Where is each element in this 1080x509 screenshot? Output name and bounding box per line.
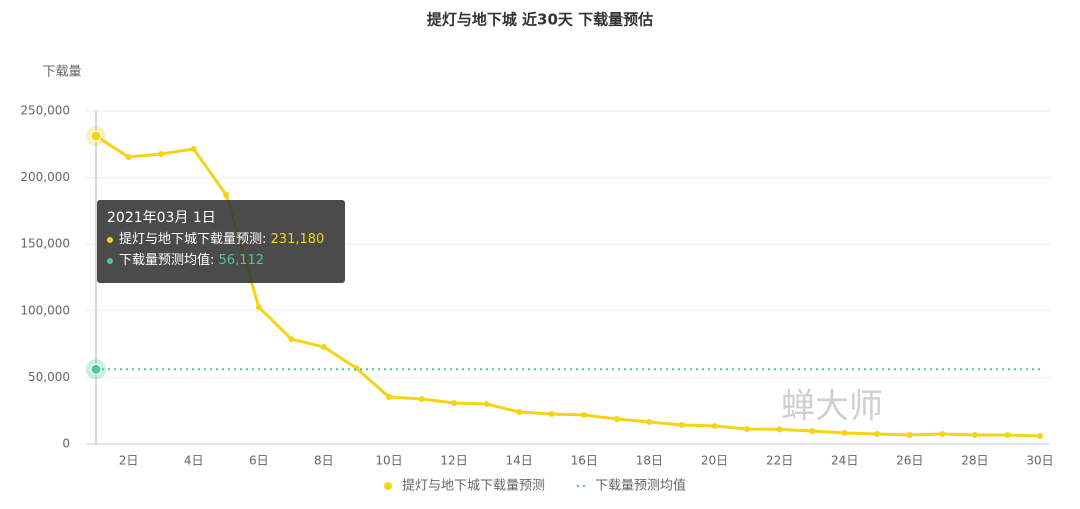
point (906, 431, 913, 438)
point (320, 344, 327, 351)
point (451, 399, 458, 406)
point (385, 393, 392, 400)
x-tick-label: 22日 (766, 454, 793, 468)
x-tick-label: 30日 (1026, 454, 1053, 468)
tooltip-row: 下载量预测均值56,112 (107, 250, 335, 271)
x-tick-label: 14日 (506, 454, 533, 468)
x-tick-label: 12日 (440, 454, 467, 468)
series-line (95, 134, 1041, 438)
y-tick-label: 250,000 (20, 104, 70, 118)
chart-title: 提灯与地下城 近30天 下载量预估 (427, 11, 653, 29)
y-tick-label: 200,000 (20, 170, 70, 184)
point (809, 427, 816, 434)
tooltip-series-name: 下载量预测均值 (119, 253, 219, 268)
point (255, 304, 262, 311)
point (711, 423, 718, 430)
x-tick-label: 6日 (249, 454, 269, 468)
x-tick-label: 20日 (701, 454, 728, 468)
y-tick-label: 100,000 (20, 303, 70, 317)
hover-point (90, 363, 102, 375)
tooltip-title: 2021年03月 1日 (107, 210, 216, 226)
x-tick-label: 8日 (314, 454, 334, 468)
point (678, 421, 685, 428)
point (288, 336, 295, 343)
point (971, 431, 978, 438)
point (646, 419, 653, 426)
y-axis-title: 下载量 (42, 65, 81, 80)
tooltip-value: 231,180 (270, 232, 325, 247)
point (223, 191, 230, 198)
point (516, 409, 523, 416)
x-tick-label: 4日 (184, 454, 204, 468)
point (776, 426, 783, 433)
point (581, 411, 588, 418)
point (1004, 431, 1011, 438)
y-tick-label: 150,000 (20, 237, 70, 251)
x-tick-label: 28日 (961, 454, 988, 468)
tooltip: 2021年03月 1日 提灯与地下城下载量预测231,180 下载量预测均值56… (97, 200, 345, 283)
point (841, 429, 848, 436)
point (1037, 433, 1043, 440)
x-tick-label: 26日 (896, 454, 923, 468)
point (418, 395, 425, 402)
tooltip-series-name: 提灯与地下城下载量预测 (119, 232, 271, 247)
point (158, 151, 165, 158)
tooltip-row: 提灯与地下城下载量预测231,180 (107, 229, 335, 250)
point (613, 415, 620, 422)
legend-item[interactable]: 提灯与地下城下载量预测 (384, 478, 545, 494)
legend-swatch (384, 482, 392, 490)
point (874, 431, 881, 438)
point (939, 431, 946, 438)
point (190, 145, 197, 152)
tooltip-value: 56,112 (218, 253, 265, 268)
x-tick-label: 2日 (119, 454, 139, 468)
hover-point (90, 130, 102, 142)
x-tick-label: 16日 (571, 454, 598, 468)
legend-label: 下载量预测均值 (595, 478, 686, 494)
x-tick-label: 24日 (831, 454, 858, 468)
x-tick-label: 10日 (375, 454, 402, 468)
legend-item[interactable]: 下载量预测均值 (577, 478, 686, 494)
legend-label: 提灯与地下城下载量预测 (402, 478, 545, 494)
point (548, 411, 555, 418)
watermark: 蝉大师 (781, 387, 883, 427)
x-tick-label: 18日 (636, 454, 663, 468)
point (483, 401, 490, 408)
point (125, 153, 132, 160)
y-tick-label: 0 (62, 437, 70, 451)
point (744, 425, 751, 432)
y-tick-label: 50,000 (28, 370, 70, 384)
